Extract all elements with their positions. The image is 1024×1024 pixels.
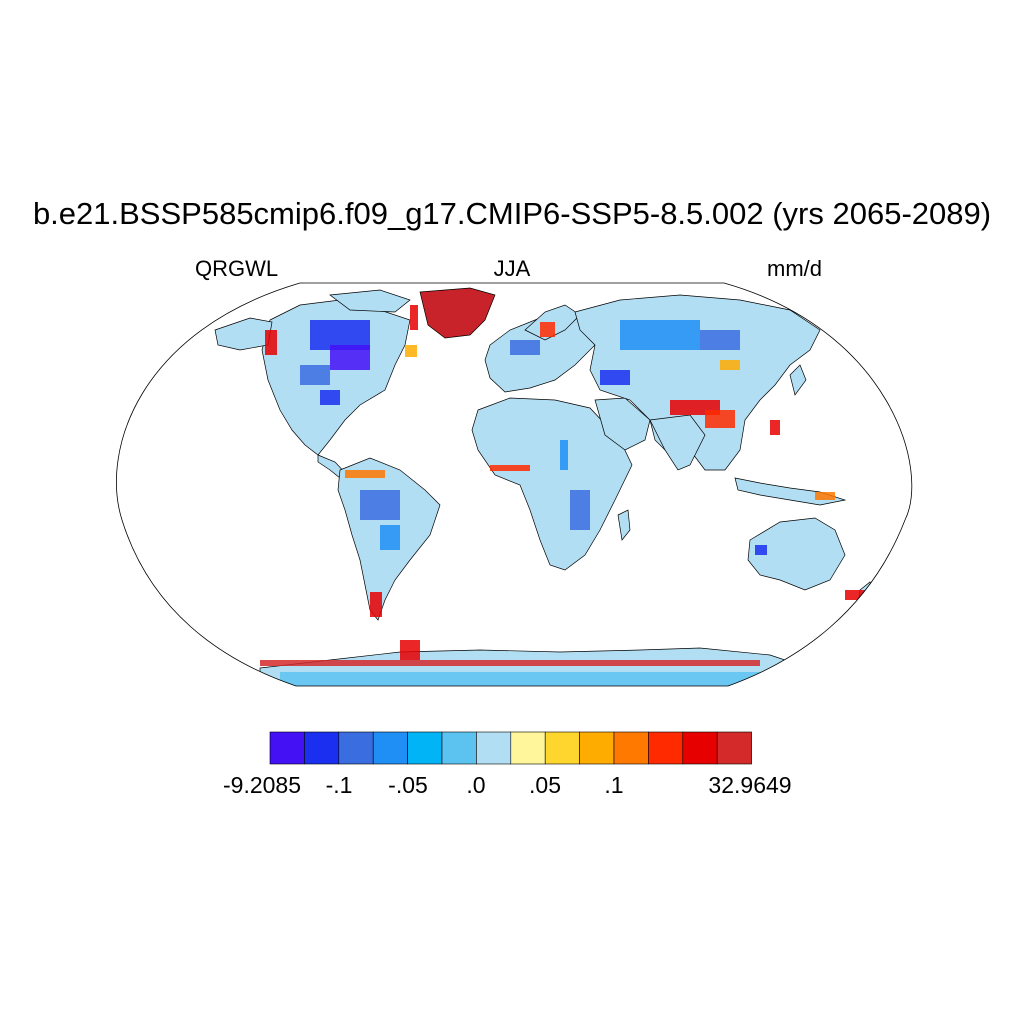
variable-label: QRGWL [195,256,279,281]
anomaly-patch [380,525,400,550]
anomaly-patch [370,592,382,617]
anomaly-patch [345,470,385,478]
colorbar-swatch [441,731,477,765]
anomaly-patch [405,345,417,357]
colorbar-swatch [338,731,374,765]
colorbar-swatch [613,731,649,765]
colorbar-label: .1 [604,772,624,798]
anomaly-patch [490,465,530,471]
map-frame [116,282,913,687]
colorbar-swatch [579,731,615,765]
colorbar-label: 32.9649 [708,772,792,798]
colorbar-swatch [269,731,305,765]
anomaly-patch [510,340,540,355]
anomaly-patch [540,322,555,337]
arctic-islands [329,289,411,313]
anomaly-patch [265,330,277,355]
japan [789,364,807,396]
anomaly-patch [560,440,568,470]
colorbar-swatch [476,731,512,765]
anomaly-patch [770,420,780,435]
anomaly-patch [260,660,760,666]
anomaly-patch [705,410,735,428]
colorbar-swatch [544,731,580,765]
anomaly-patch [320,390,340,405]
map-title: b.e21.BSSP585cmip6.f09_g17.CMIP6-SSP5-8.… [32,196,992,231]
anomaly-patch [700,330,740,350]
madagascar [617,509,631,541]
australia [747,517,846,591]
anomaly-patch [815,492,835,500]
colorbar-label: .05 [529,772,561,798]
units-label: mm/d [767,256,822,281]
anomaly-patch [410,305,418,330]
colorbar-label: .0 [466,772,486,798]
colorbar-swatch [304,731,340,765]
colorbar-swatch [407,731,443,765]
anomaly-patch [755,545,767,555]
anomaly-patch [720,360,740,370]
anomaly-patch [280,672,770,686]
colorbar-label: -.1 [325,772,353,798]
anomaly-patch [400,640,420,660]
anomaly-patch [570,490,590,530]
colorbar-label: -9.2085 [222,772,302,798]
anomaly-patch [300,365,330,385]
greenland [419,287,496,339]
colorbar-swatch [372,731,408,765]
season-label: JJA [493,256,531,281]
colorbar-swatch [716,731,752,765]
anomaly-patches [260,305,870,686]
anomaly-patch [360,490,400,520]
anomaly-patch [845,590,870,600]
colorbar-swatch [648,731,684,765]
anomaly-patch [620,320,700,350]
colorbar-swatch [510,731,546,765]
colorbar-swatch [682,731,718,765]
colorbar-label: -.05 [388,772,428,798]
anomaly-patch [600,370,630,385]
anomaly-patch [330,345,370,370]
